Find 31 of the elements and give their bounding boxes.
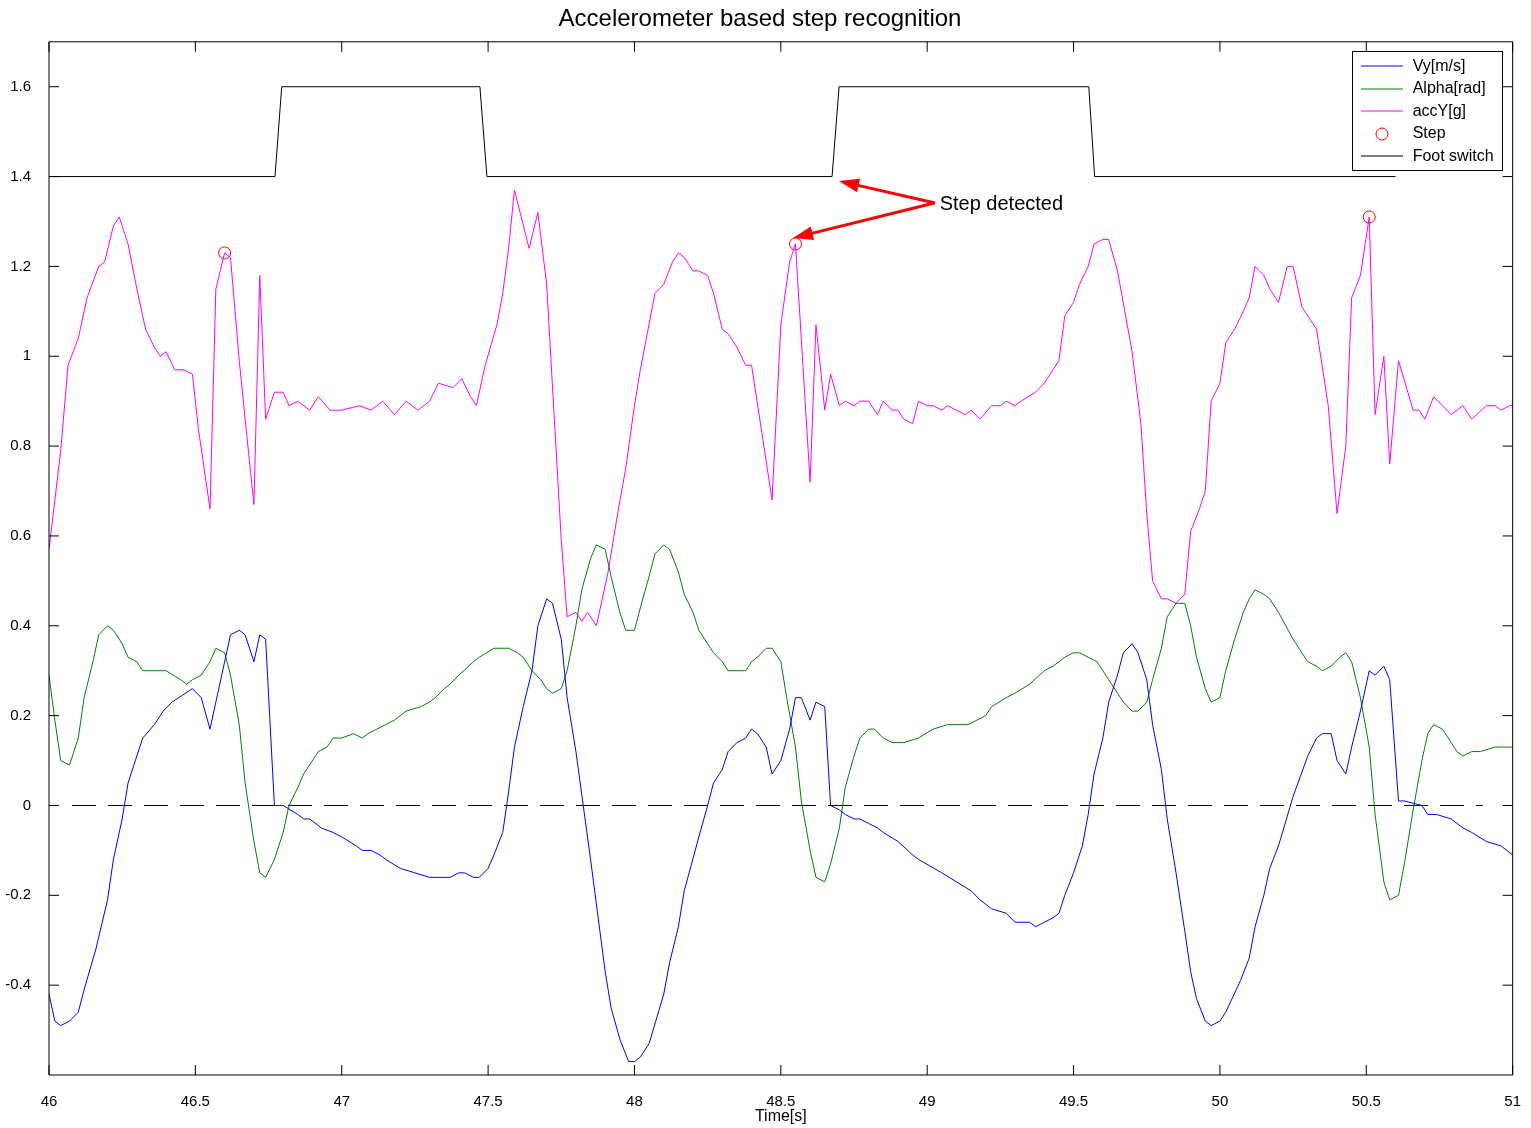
y-tick-label: 1 (22, 346, 31, 364)
y-tick-label: 0.8 (10, 436, 31, 454)
x-tick-label: 49 (918, 1092, 936, 1110)
point (788, 237, 802, 251)
point (1362, 210, 1376, 224)
legend-label: accY[g] (1412, 100, 1467, 121)
x-tick-label: 47.5 (473, 1092, 503, 1110)
y-tick-label: 1.4 (10, 166, 31, 184)
x-tick-label: 50.5 (1351, 1092, 1381, 1110)
y-tick-label: 0.6 (10, 526, 31, 544)
y-tick-label: 1.2 (10, 256, 31, 274)
y-tick-label: 0 (22, 795, 31, 813)
y-tick-label: -0.4 (5, 975, 31, 993)
x-tick-label: 47 (333, 1092, 351, 1110)
x-tick-label: 48 (626, 1092, 643, 1110)
y-tick-label: 1.6 (10, 76, 31, 94)
x-tick-label: 46 (40, 1092, 58, 1110)
x-tick-label: 50 (1211, 1092, 1229, 1110)
legend-label: Foot switch (1412, 145, 1494, 166)
annotation: Step detected (939, 191, 1064, 214)
chart-title: Accelerometer based step recognition (558, 4, 962, 32)
x-tick-label: 51 (1504, 1092, 1521, 1110)
legend-label: Step (1412, 123, 1446, 144)
point (218, 246, 232, 260)
legend-label: Vy[m/s] (1412, 55, 1466, 76)
legend-label: Alpha[rad] (1412, 78, 1486, 99)
x-tick-label: 46.5 (180, 1092, 210, 1110)
y-tick-label: 0.4 (10, 615, 31, 633)
y-tick-label: 0.2 (10, 705, 31, 723)
x-tick-label: 49.5 (1058, 1092, 1089, 1110)
y-tick-label: -0.2 (5, 885, 31, 903)
